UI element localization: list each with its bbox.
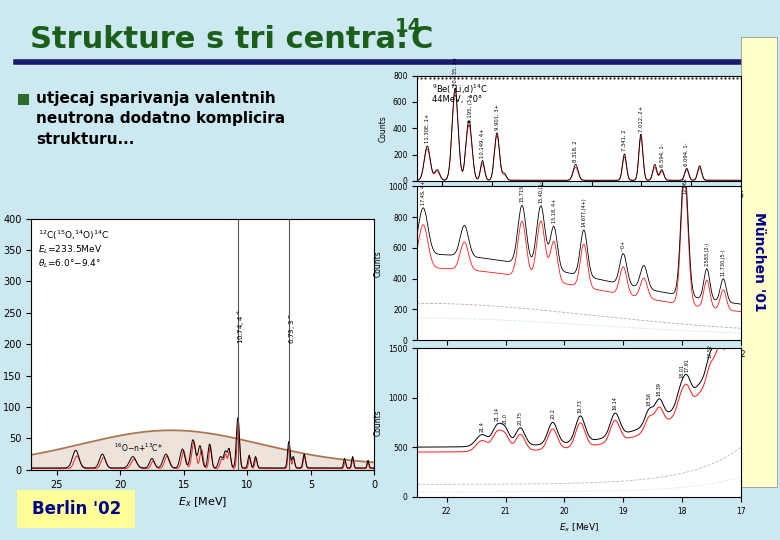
- Text: ¹⁰0+: ¹⁰0+: [621, 239, 626, 251]
- Text: strukturu...: strukturu...: [36, 132, 134, 146]
- Text: 20.2: 20.2: [550, 408, 555, 420]
- Text: $^{12}$C($^{15}$O,$^{14}$O)$^{14}$C: $^{12}$C($^{15}$O,$^{14}$O)$^{14}$C: [37, 228, 109, 241]
- Text: neutrona dodatno komplicira: neutrona dodatno komplicira: [36, 111, 285, 126]
- Text: 20.75: 20.75: [518, 411, 523, 425]
- Text: $E_L$=233.5MeV: $E_L$=233.5MeV: [37, 244, 101, 256]
- Text: 18.39: 18.39: [657, 382, 661, 396]
- Text: Berlin '02: Berlin '02: [32, 500, 121, 518]
- Text: 7.341, 2: 7.341, 2: [622, 130, 627, 151]
- FancyBboxPatch shape: [17, 490, 135, 528]
- Text: 18.01: 18.01: [679, 364, 684, 379]
- Text: 14.677,(4+): 14.677,(4+): [581, 197, 587, 227]
- Text: 21.14: 21.14: [495, 407, 500, 421]
- Text: 8.318, 2: 8.318, 2: [573, 140, 578, 162]
- Text: 19.73: 19.73: [578, 399, 583, 413]
- Text: 21.4: 21.4: [480, 421, 484, 431]
- Text: 15.40,(5-): 15.40,(5-): [538, 179, 544, 202]
- Text: 9.901, 3+: 9.901, 3+: [495, 104, 499, 130]
- Text: 6.094, 1-: 6.094, 1-: [684, 142, 690, 166]
- Text: 17.52: 17.52: [708, 344, 713, 358]
- Text: 15.18, 4+: 15.18, 4+: [551, 199, 556, 224]
- Text: 2.583,(2-): 2.583,(2-): [704, 241, 709, 266]
- Text: 44MeV,  °0°: 44MeV, °0°: [432, 96, 482, 104]
- Text: 17.4S, 4+: 17.4S, 4+: [420, 180, 426, 205]
- Text: $^{16}$O$-$n+$^{13}$C*: $^{16}$O$-$n+$^{13}$C*: [114, 442, 162, 454]
- FancyBboxPatch shape: [741, 37, 777, 487]
- Text: 10.195, (3-): 10.195, (3-): [468, 95, 473, 126]
- Text: 10.74, 4$^+$: 10.74, 4$^+$: [236, 309, 247, 345]
- X-axis label: $E_x$ [MeV]: $E_x$ [MeV]: [559, 521, 599, 534]
- Text: 10.735, 2+: 10.735, 2+: [452, 57, 458, 86]
- Text: Strukture s tri centra:: Strukture s tri centra:: [30, 25, 419, 55]
- Bar: [18, 94, 29, 105]
- Text: 10.149, 4+: 10.149, 4+: [480, 128, 485, 158]
- Text: 18.56: 18.56: [647, 392, 651, 406]
- Text: $^{9}$Be($^{7}$Li,d)$^{14}$C: $^{9}$Be($^{7}$Li,d)$^{14}$C: [432, 82, 488, 96]
- Text: 14: 14: [395, 17, 422, 37]
- Y-axis label: Counts: Counts: [374, 409, 383, 436]
- X-axis label: $E_x$ [MeV]: $E_x$ [MeV]: [178, 495, 228, 509]
- Text: utjecaj sparivanja valentnih: utjecaj sparivanja valentnih: [36, 91, 276, 106]
- Text: 12.962: 12.962: [682, 177, 687, 194]
- Text: 17.91: 17.91: [685, 359, 690, 372]
- Y-axis label: Counts: Counts: [374, 250, 383, 276]
- Text: C: C: [410, 25, 432, 55]
- Text: 11.30E, 1+: 11.30E, 1+: [425, 114, 430, 144]
- Text: München '01: München '01: [752, 212, 766, 312]
- Text: 21.0: 21.0: [503, 413, 508, 424]
- Text: $\theta_L$=6.0°$-$9.4°: $\theta_L$=6.0°$-$9.4°: [37, 258, 101, 270]
- Text: 7.012, 2+: 7.012, 2+: [638, 105, 644, 132]
- Y-axis label: Counts: Counts: [378, 115, 388, 141]
- Text: 15.715: 15.715: [519, 185, 525, 202]
- Text: 6.73, 3$^-$: 6.73, 3$^-$: [287, 314, 297, 345]
- Text: 6.594, 1-: 6.594, 1-: [659, 144, 665, 167]
- Text: 19.14: 19.14: [612, 396, 618, 410]
- Text: 11.730,(5-): 11.730,(5-): [721, 248, 726, 276]
